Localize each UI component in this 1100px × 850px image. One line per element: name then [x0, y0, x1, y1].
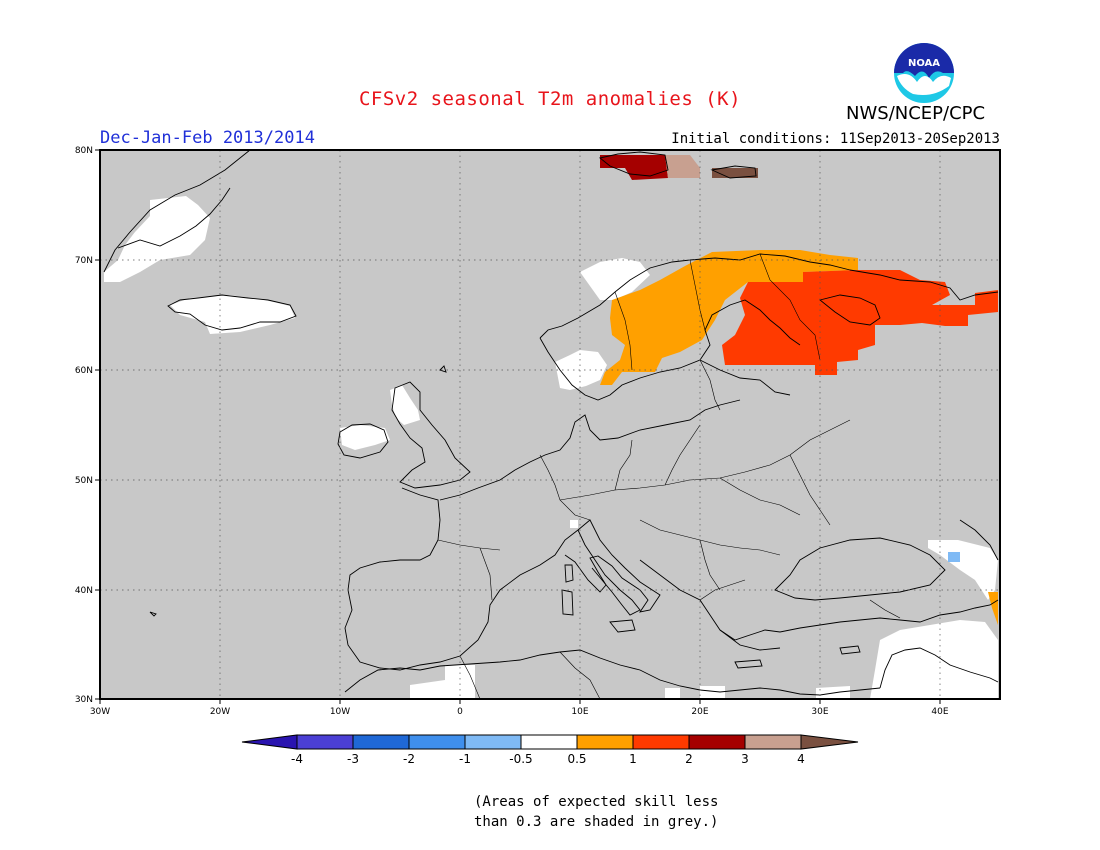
- season-label: Dec-Jan-Feb 2013/2014: [100, 128, 315, 148]
- colorbar-cell: [744, 734, 802, 750]
- colorbar-label: 0.5: [567, 752, 586, 766]
- gridlines: [100, 150, 1000, 699]
- colorbar-label: -0.5: [509, 752, 532, 766]
- colorbar-label: 1: [629, 752, 637, 766]
- colorbar-label: 4: [797, 752, 805, 766]
- country-borders: [437, 253, 901, 700]
- colorbar: [241, 734, 859, 750]
- lat-tick-label: 30N: [75, 695, 93, 705]
- colorbar-label: 2: [685, 752, 693, 766]
- lon-tick-label: 20E: [691, 707, 708, 717]
- initial-conditions-label: Initial conditions: 11Sep2013-20Sep2013: [671, 131, 1000, 147]
- colorbar-cell: [352, 734, 410, 750]
- colorbar-cell: [408, 734, 466, 750]
- colorbar-label: 3: [741, 752, 749, 766]
- lon-tick-label: 20W: [210, 707, 230, 717]
- tick-marks: [95, 149, 941, 704]
- colorbar-cell: [520, 734, 578, 750]
- lat-tick-label: 40N: [75, 586, 93, 596]
- colorbar-label: -4: [291, 752, 303, 766]
- colorbar-cell: [464, 734, 522, 750]
- lat-tick-label: 80N: [75, 146, 93, 156]
- colorbar-cell: [576, 734, 634, 750]
- colorbar-cell: [632, 734, 690, 750]
- lat-tick-label: 70N: [75, 256, 93, 266]
- skill-note: (Areas of expected skill less than 0.3 a…: [474, 792, 718, 832]
- colorbar-label: -3: [347, 752, 359, 766]
- colorbar-cell: [296, 734, 354, 750]
- lon-tick-label: 10E: [571, 707, 588, 717]
- map-frame: [99, 149, 1001, 700]
- colorbar-cell: [688, 734, 746, 750]
- lon-tick-label: 30E: [811, 707, 828, 717]
- coastlines: [103, 149, 999, 696]
- colorbar-cell: [800, 734, 859, 750]
- svg-text:NOAA: NOAA: [908, 58, 940, 69]
- lon-tick-label: 30W: [90, 707, 110, 717]
- colorbar-label: -1: [459, 752, 471, 766]
- lat-tick-label: 60N: [75, 366, 93, 376]
- chart-title: CFSv2 seasonal T2m anomalies (K): [358, 88, 742, 110]
- colorbar-label: -2: [403, 752, 415, 766]
- neutral-patches: [104, 196, 998, 699]
- warm-anomaly-0.5-1: [600, 250, 998, 625]
- map-background: [100, 150, 1000, 699]
- lon-tick-label: 10W: [330, 707, 350, 717]
- lon-tick-label: 0: [457, 707, 463, 717]
- lon-tick-label: 40E: [931, 707, 948, 717]
- skill-note-line: than 0.3 are shaded in grey.): [474, 814, 719, 830]
- lat-tick-label: 50N: [75, 476, 93, 486]
- colorbar-cell: [241, 734, 298, 750]
- skill-note-line: (Areas of expected skill less: [474, 794, 719, 810]
- noaa-logo-icon: NOAA: [894, 43, 954, 103]
- warm-anomaly-1-2: [722, 270, 998, 375]
- agency-label: NWS/NCEP/CPC: [846, 103, 986, 124]
- cool-anomaly-patch: [948, 552, 960, 562]
